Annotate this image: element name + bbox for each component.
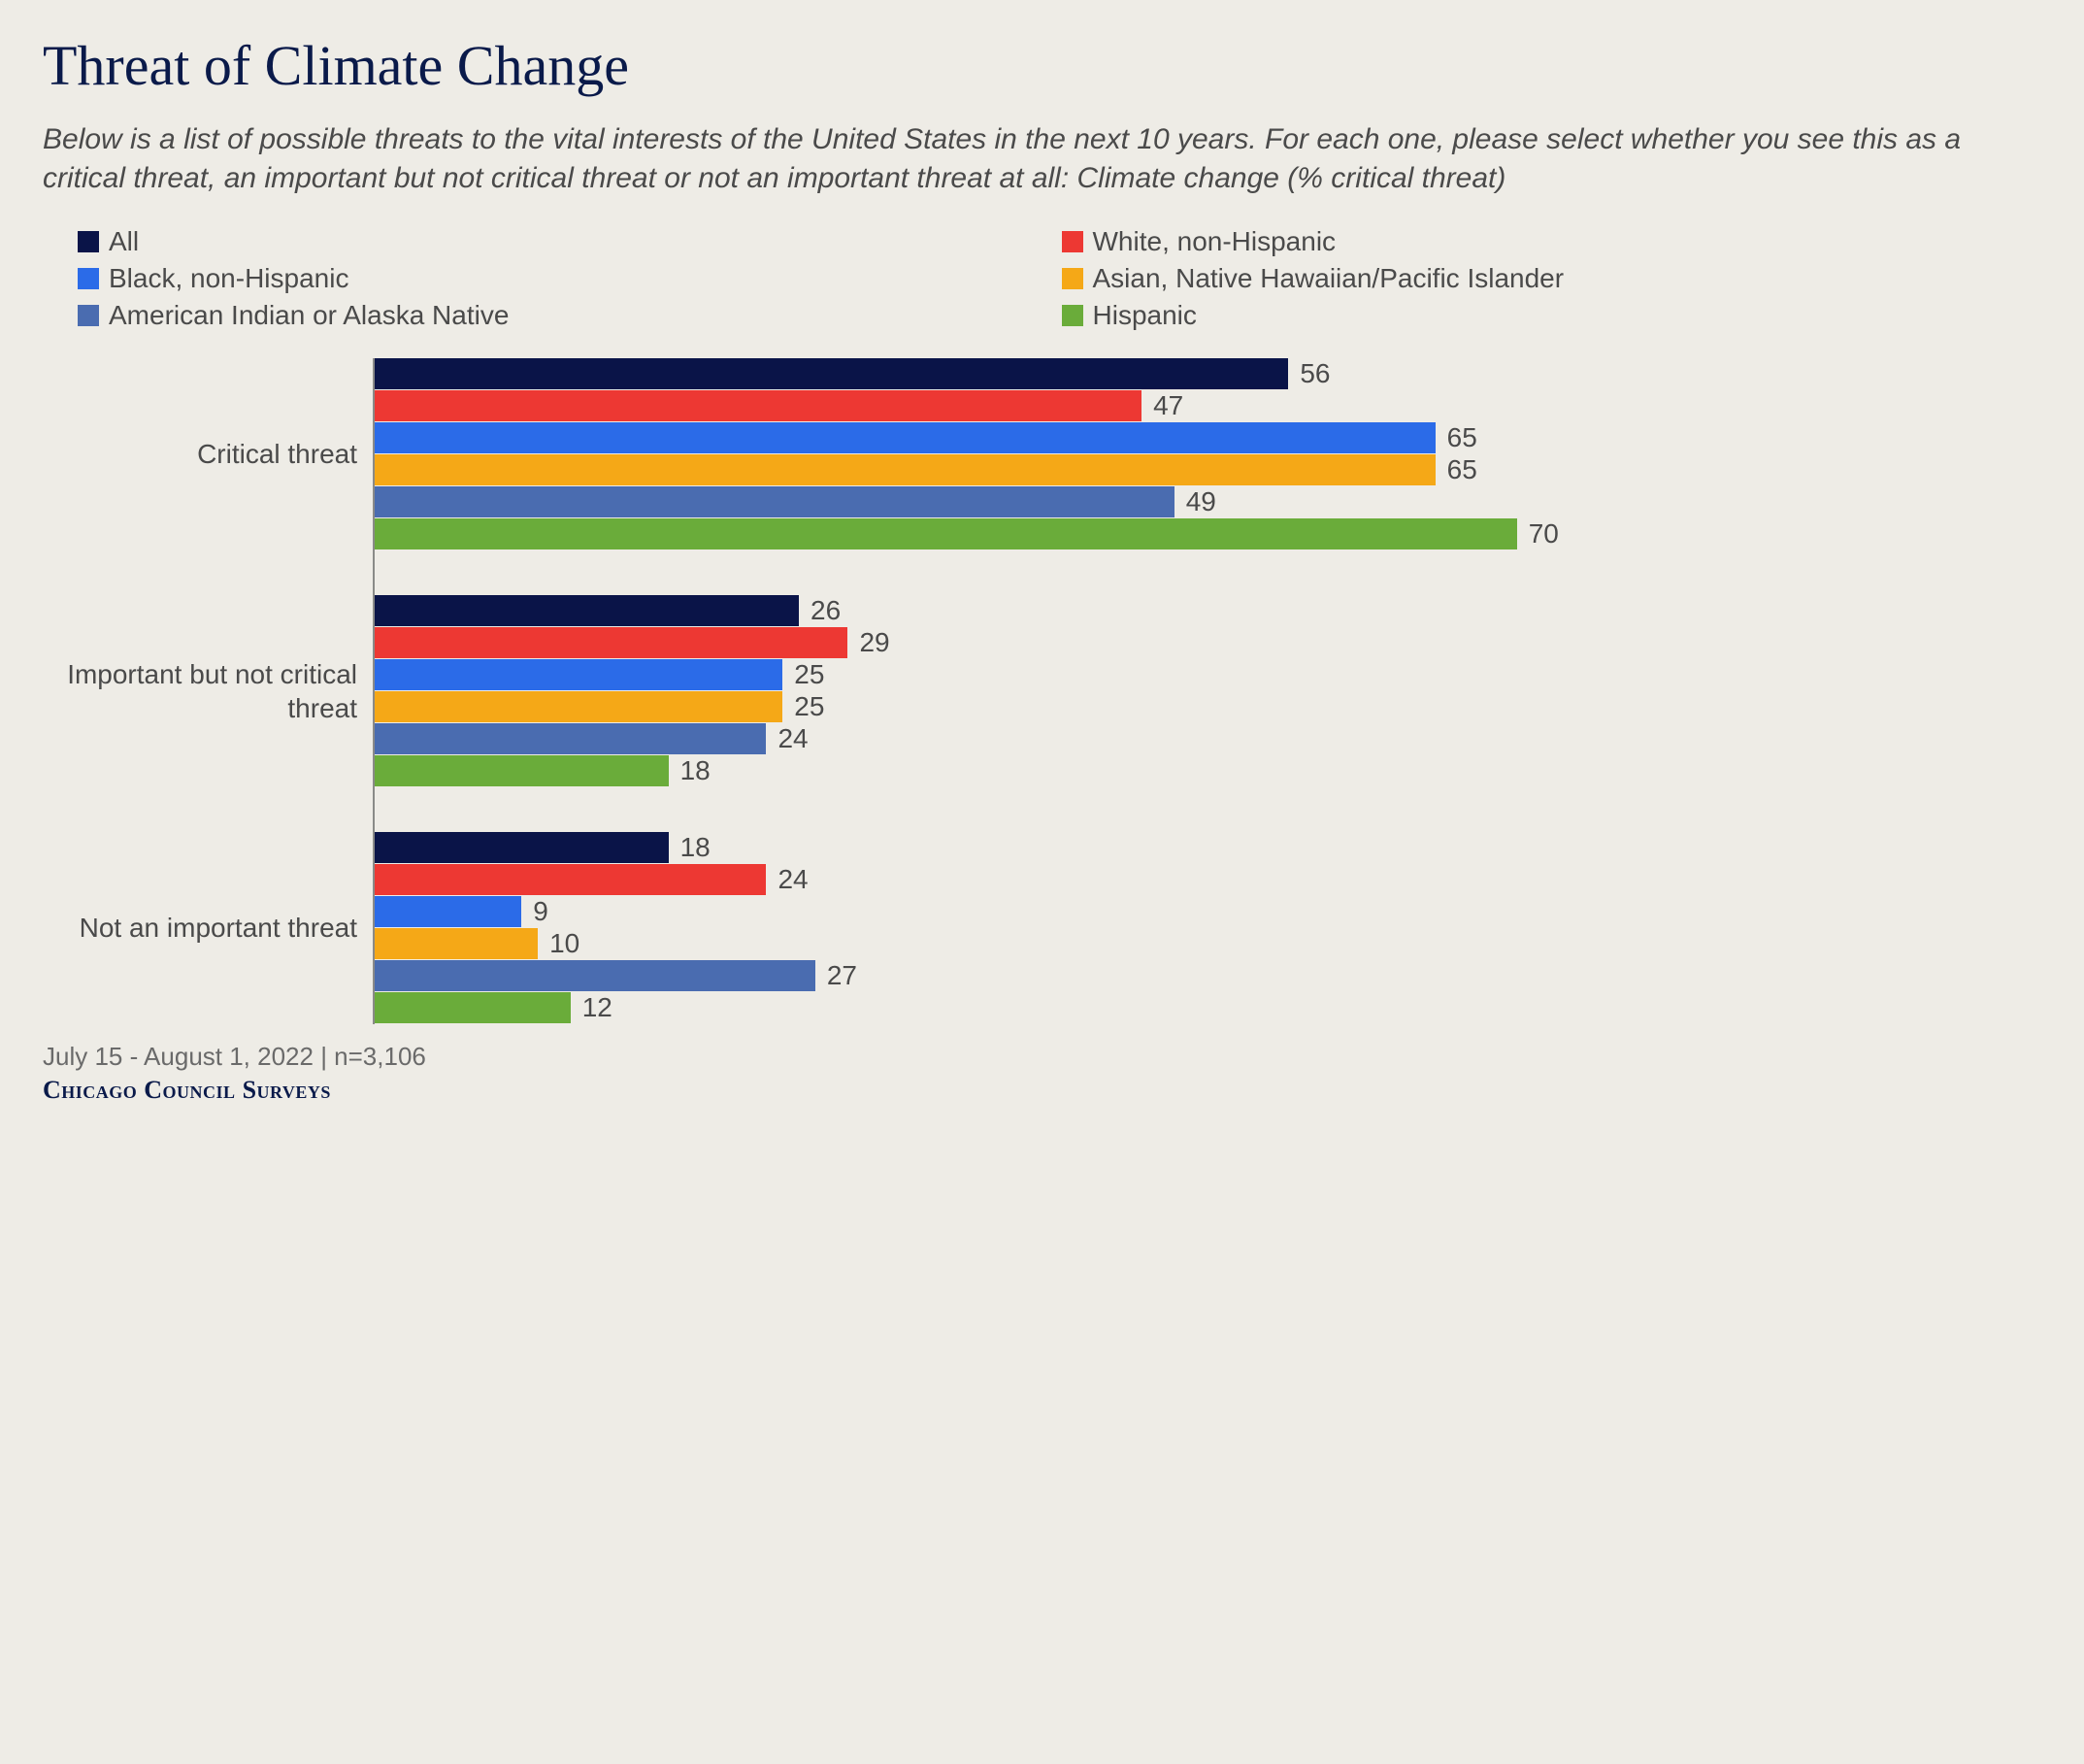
- plot-area: 56476565497026292525241818249102712: [373, 358, 2006, 1024]
- bar-value-label: 24: [777, 864, 808, 895]
- bar-group: 56 47 6565 49 70: [375, 358, 2006, 550]
- legend-label: All: [109, 226, 139, 257]
- bar-row: 47: [375, 390, 2006, 421]
- legend-item: Asian, Native Hawaiian/Pacific Islander: [1062, 263, 2007, 294]
- bar-row: 25: [375, 659, 2006, 690]
- bar-row: 29: [375, 627, 2006, 658]
- bar-value-label: 27: [827, 960, 857, 991]
- bar: [375, 422, 1436, 453]
- bar: [375, 691, 782, 722]
- legend-swatch: [78, 268, 99, 289]
- bar-row: 24: [375, 864, 2006, 895]
- bar-value-label: 65: [1447, 422, 1477, 453]
- legend-item: All: [78, 226, 1023, 257]
- bar: [375, 390, 1141, 421]
- legend-label: American Indian or Alaska Native: [109, 300, 509, 331]
- y-axis-labels: Critical threat Important but not critica…: [43, 358, 373, 1024]
- bar-value-label: 47: [1153, 390, 1183, 421]
- bar: [375, 358, 1288, 389]
- bar-row: 18: [375, 755, 2006, 786]
- bar: [375, 486, 1174, 517]
- bar-row: 65: [375, 422, 2006, 453]
- category-label: Critical threat: [43, 358, 373, 550]
- legend-swatch: [1062, 231, 1083, 252]
- category-label: Not an important threat: [43, 832, 373, 1024]
- legend-item: Hispanic: [1062, 300, 2007, 331]
- bar-value-label: 24: [777, 723, 808, 754]
- bar: [375, 864, 766, 895]
- legend-item: White, non-Hispanic: [1062, 226, 2007, 257]
- bar-value-label: 26: [810, 595, 841, 626]
- chart-subtitle: Below is a list of possible threats to t…: [43, 120, 2041, 199]
- footer-source: Chicago Council Surveys: [43, 1076, 2041, 1105]
- bar-value-label: 56: [1300, 358, 1330, 389]
- legend-label: White, non-Hispanic: [1093, 226, 1337, 257]
- bar: [375, 627, 847, 658]
- legend-swatch: [78, 305, 99, 326]
- bar-row: 18: [375, 832, 2006, 863]
- bar-value-label: 49: [1186, 486, 1216, 517]
- bar-row: 25: [375, 691, 2006, 722]
- bar-row: 26: [375, 595, 2006, 626]
- bar-group: 262925252418: [375, 595, 2006, 787]
- bar-chart: Critical threat Important but not critica…: [43, 358, 2041, 1024]
- legend-label: Asian, Native Hawaiian/Pacific Islander: [1093, 263, 1565, 294]
- bar-row: 27: [375, 960, 2006, 991]
- bar: [375, 960, 815, 991]
- legend: All White, non-Hispanic Black, non-Hispani…: [43, 226, 2041, 358]
- bar-row: 12: [375, 992, 2006, 1023]
- chart-footer: July 15 - August 1, 2022 | n=3,106 Chica…: [43, 1042, 2041, 1105]
- bar: [375, 896, 521, 927]
- bar-value-label: 18: [680, 832, 711, 863]
- bar-row: 49: [375, 486, 2006, 517]
- bar-value-label: 10: [549, 928, 579, 959]
- bar-value-label: 65: [1447, 454, 1477, 485]
- bar-row: 24: [375, 723, 2006, 754]
- category-label: Important but not critical threat: [43, 595, 373, 787]
- bar: [375, 659, 782, 690]
- bar: [375, 454, 1436, 485]
- bar-value-label: 29: [859, 627, 889, 658]
- bar-value-label: 70: [1529, 518, 1559, 549]
- bar: [375, 723, 766, 754]
- footer-date: July 15 - August 1, 2022 | n=3,106: [43, 1042, 2041, 1072]
- bar-value-label: 9: [533, 896, 548, 927]
- legend-item: American Indian or Alaska Native: [78, 300, 1023, 331]
- legend-swatch: [1062, 305, 1083, 326]
- bar: [375, 992, 571, 1023]
- bar: [375, 595, 799, 626]
- legend-swatch: [1062, 268, 1083, 289]
- legend-item: Black, non-Hispanic: [78, 263, 1023, 294]
- bar-row: 10: [375, 928, 2006, 959]
- legend-swatch: [78, 231, 99, 252]
- bar-value-label: 25: [794, 691, 824, 722]
- bar: [375, 832, 669, 863]
- bar-row: 56: [375, 358, 2006, 389]
- bar-row: 65: [375, 454, 2006, 485]
- bar-row: 70: [375, 518, 2006, 549]
- bar: [375, 518, 1517, 549]
- bar: [375, 928, 538, 959]
- bar-value-label: 25: [794, 659, 824, 690]
- bar-row: 9: [375, 896, 2006, 927]
- legend-label: Hispanic: [1093, 300, 1197, 331]
- bar-value-label: 18: [680, 755, 711, 786]
- legend-label: Black, non-Hispanic: [109, 263, 348, 294]
- bar: [375, 755, 669, 786]
- bar-group: 18 24 910 27 12: [375, 832, 2006, 1024]
- chart-title: Threat of Climate Change: [43, 35, 2041, 97]
- bar-value-label: 12: [582, 992, 612, 1023]
